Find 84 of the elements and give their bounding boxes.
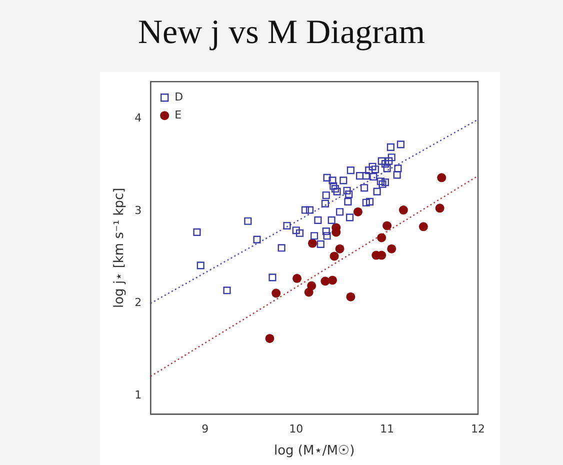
point: [301, 206, 309, 214]
point: [366, 198, 374, 206]
point: [308, 238, 317, 248]
point: [393, 171, 401, 179]
point: [396, 140, 404, 148]
point: [382, 221, 392, 230]
x-tick-label: 9: [202, 422, 209, 436]
point: [394, 164, 402, 172]
point: [373, 188, 381, 196]
y-tick-label: 3: [134, 204, 142, 217]
y-tick-label: 4: [134, 111, 142, 124]
x-tick-label: 11: [380, 422, 394, 436]
point: [385, 157, 393, 165]
point: [321, 200, 329, 208]
point: [353, 207, 362, 216]
point: [193, 228, 201, 236]
point: [370, 172, 378, 181]
point: [253, 236, 261, 244]
point: [340, 176, 348, 184]
point: [398, 206, 408, 215]
point: [336, 208, 344, 216]
legend-label: D: [174, 90, 184, 104]
point: [283, 222, 291, 230]
point: [292, 274, 302, 283]
point: [383, 164, 391, 172]
point: [362, 198, 370, 206]
point: [344, 198, 352, 206]
point: [316, 240, 324, 248]
point: [310, 232, 318, 240]
point: [265, 334, 274, 343]
point: [333, 188, 341, 196]
point: [346, 292, 356, 302]
point: [196, 262, 204, 270]
point: [331, 184, 339, 193]
point: [346, 166, 354, 174]
point: [328, 276, 337, 285]
point: [368, 162, 376, 170]
point: [378, 157, 386, 165]
y-axis-title: log j⋆ [km s⁻¹ kpc]: [112, 188, 128, 308]
point: [328, 176, 336, 184]
point: [371, 166, 380, 174]
point: [387, 244, 396, 254]
point: [365, 166, 373, 174]
point: [362, 172, 370, 180]
point: [223, 286, 231, 294]
legend-label: E: [174, 108, 182, 122]
point: [356, 172, 364, 180]
point: [328, 216, 336, 224]
point: [346, 214, 354, 222]
point: [306, 206, 314, 214]
point: [381, 160, 390, 168]
point: [381, 178, 390, 186]
chart-title: New j vs M Diagram: [136, 14, 426, 52]
point: [304, 288, 314, 297]
point: [386, 143, 394, 151]
x-tick-label: 12: [471, 422, 485, 436]
point: [322, 227, 330, 236]
point: [418, 222, 428, 232]
x-axis-title: log (M⋆/M☉): [274, 444, 355, 459]
point: [437, 173, 446, 182]
y-tick-label: 2: [134, 296, 142, 310]
point: [292, 226, 300, 234]
point: [435, 204, 444, 213]
point: [360, 184, 368, 192]
point: [343, 186, 351, 194]
point: [323, 232, 331, 240]
point: [244, 217, 252, 225]
point: [376, 178, 384, 186]
point: [330, 252, 339, 261]
point: [314, 216, 322, 224]
point: [322, 191, 330, 200]
point: [323, 174, 331, 182]
y-tick-label: 1: [134, 388, 142, 402]
point: [296, 229, 304, 237]
point: [388, 154, 396, 162]
point: [377, 233, 386, 242]
x-tick-label: 10: [289, 422, 304, 436]
point: [345, 190, 353, 198]
point: [335, 244, 344, 254]
point: [330, 182, 338, 190]
point: [278, 244, 286, 252]
point: [268, 274, 276, 282]
point: [272, 288, 281, 298]
point: [378, 180, 386, 188]
